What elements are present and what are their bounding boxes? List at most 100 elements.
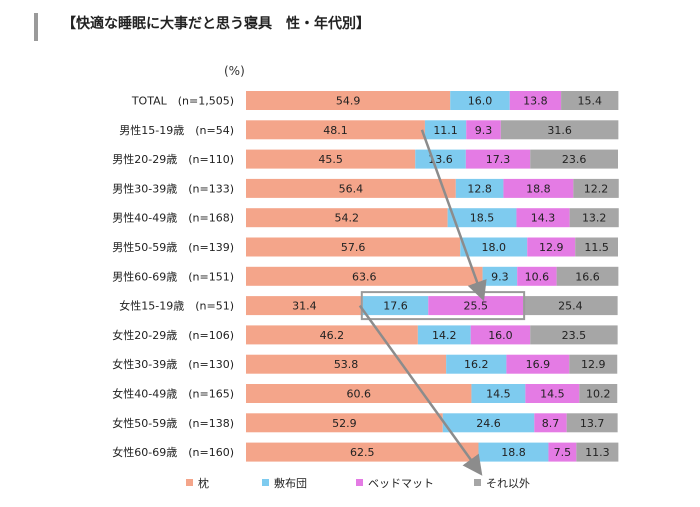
bar-segment [450,91,510,110]
bar-segment [471,384,526,403]
category-label: 女性40-49歳 (n=165) [112,387,234,401]
data-label: 10.6 [525,270,550,283]
data-label: 60.6 [346,388,371,401]
bar-segment [246,91,451,110]
data-label: 54.9 [336,95,361,108]
bar-segment [460,237,528,257]
category-label: 女性15-19歳 (n=51) [119,299,234,313]
unit-label: (%) [224,64,245,78]
bar-segment [246,354,447,374]
data-label: 25.5 [463,300,488,313]
bar-segment [517,266,557,286]
category-label: 女性60-69歳 (n=160) [112,445,234,459]
data-label: 63.6 [352,270,377,283]
bar-segment [569,354,618,374]
legend-swatch [262,479,269,486]
data-label: 57.6 [341,241,366,254]
bar-segment [455,178,504,198]
bar-segment [446,354,507,374]
category-label: 男性15-19歳 (n=54) [119,123,234,137]
data-label: 16.0 [488,329,513,342]
data-label: 23.6 [562,153,587,166]
data-label: 14.2 [432,329,457,342]
bar-segment [428,296,524,316]
category-label: 女性20-29歳 (n=106) [112,328,234,342]
bar-segment [573,178,619,198]
bar-segment [527,237,576,257]
bar-segment [530,325,618,345]
bar-segment [466,120,501,140]
bar-segment [509,91,562,110]
category-label: TOTAL (n=1,505) [131,95,234,108]
bar-segment [246,178,456,198]
data-label: 31.4 [292,300,317,313]
data-label: 45.5 [318,153,343,166]
data-label: 18.5 [470,212,495,225]
category-label: 女性50-59歳 (n=138) [112,416,234,430]
data-label: 56.4 [339,182,364,195]
bar-segment [246,384,472,403]
bar-segment [523,296,618,316]
legend-swatch [474,479,481,486]
legend-label: ベッドマット [368,477,434,490]
data-label: 52.9 [332,417,357,430]
bar-segment [530,149,618,169]
data-label: 17.6 [383,300,408,313]
legend-swatch [186,479,193,486]
chart-title: 【快適な睡眠に大事だと思う寝具 性・年代別】 [62,16,370,32]
highlight-box [360,291,526,321]
bar-segment [556,266,619,286]
data-label: 11.3 [585,446,610,459]
bar-segment [424,120,467,140]
data-label: 18.8 [526,182,551,195]
data-label: 31.6 [547,124,572,137]
data-label: 48.1 [323,124,348,137]
data-label: 14.5 [540,388,565,401]
bar-segment [569,208,619,228]
title-accent-bar [34,13,38,41]
data-label: 16.2 [464,358,489,371]
bar-segment [246,149,416,169]
bar-segment [525,384,580,403]
legend-label: 敷布団 [274,476,307,490]
bar-segment [246,120,425,140]
bar-segment [246,325,418,345]
bar-segment [465,149,531,169]
data-label: 9.3 [491,270,509,283]
data-label: 13.2 [582,212,607,225]
data-label: 12.8 [467,182,492,195]
legend-label: 枕 [198,476,209,490]
data-label: 14.5 [486,388,511,401]
bar-segment [415,149,466,169]
bar-segment [566,413,618,433]
data-label: 10.2 [586,388,611,401]
data-label: 23.5 [562,329,587,342]
category-label: 男性30-39歳 (n=133) [112,181,234,195]
bar-segment [246,296,363,316]
bar-segment [506,354,570,374]
category-label: 男性20-29歳 (n=110) [112,152,234,166]
bar-segment [579,384,618,403]
data-label: 12.9 [581,358,606,371]
bar-segment [516,208,570,228]
trend-arrow [420,129,487,302]
bar-segment [503,178,574,198]
data-label: 46.2 [320,329,345,342]
data-label: 14.3 [531,212,556,225]
trend-arrow [358,304,483,476]
data-label: 18.0 [482,241,507,254]
bar-segment [246,413,443,433]
bar-segment [442,413,535,433]
legend-label: それ以外 [486,477,530,490]
category-label: 男性60-69歳 (n=151) [112,269,234,283]
category-label: 男性40-49歳 (n=168) [112,211,234,225]
data-label: 8.7 [542,417,560,430]
bar-segment [246,266,483,286]
bar-segment [478,442,549,462]
data-label: 9.3 [475,124,493,137]
bar-segment [534,413,567,433]
bar-segment [246,237,461,257]
data-label: 7.5 [554,446,572,459]
data-label: 16.0 [468,95,493,108]
